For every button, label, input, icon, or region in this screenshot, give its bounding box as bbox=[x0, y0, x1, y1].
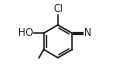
Text: Cl: Cl bbox=[53, 4, 63, 14]
Text: N: N bbox=[84, 28, 91, 38]
Text: HO: HO bbox=[18, 28, 33, 38]
